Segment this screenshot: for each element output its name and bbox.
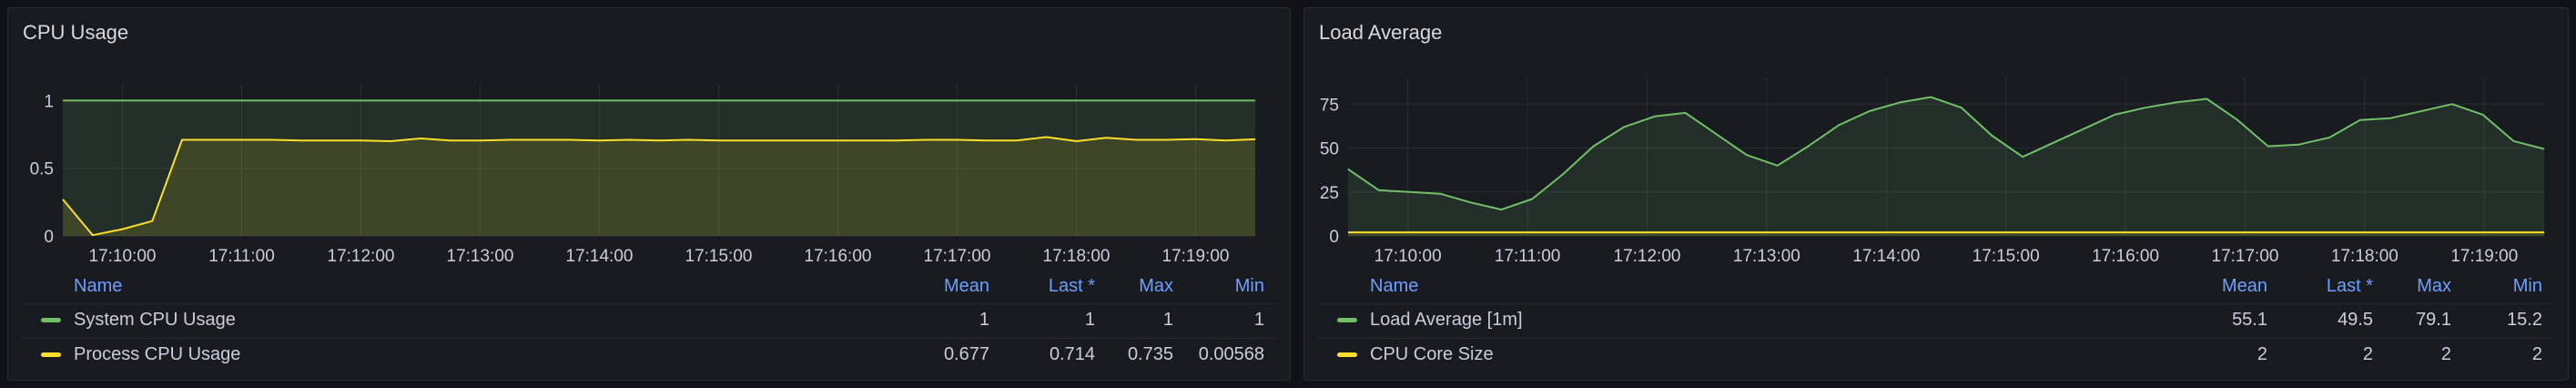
legend-col-max[interactable]: Max — [2417, 276, 2451, 296]
legend-col-last[interactable]: Last * — [1048, 276, 1095, 296]
legend-last-value: 1 — [1084, 310, 1095, 330]
legend-max-value: 1 — [1162, 310, 1173, 330]
series-area — [63, 137, 1255, 236]
legend-min-value: 0.00568 — [1198, 344, 1264, 364]
cpu-usage-panel: CPU Usage 17:10:00 17:11:00 17:12:00 17:13:… — [7, 7, 1291, 381]
legend-series-name: Process CPU Usage — [74, 344, 241, 364]
y-tick-label: 25 — [1320, 184, 1339, 203]
series-color-swatch — [1337, 352, 1357, 357]
x-tick-label: 17:11:00 — [1495, 247, 1561, 266]
legend-max-value: 2 — [2440, 344, 2451, 364]
legend-max-value: 79.1 — [2416, 310, 2451, 330]
legend-col-mean[interactable]: Mean — [943, 276, 989, 296]
y-tick-label: 0 — [1329, 228, 1339, 247]
x-tick-label: 17:19:00 — [2450, 247, 2518, 266]
y-tick-label: 0.5 — [30, 160, 54, 179]
legend-col-min[interactable]: Min — [1234, 276, 1264, 296]
x-tick-label: 17:17:00 — [2212, 247, 2279, 266]
legend-last-value: 2 — [2362, 344, 2373, 364]
series-area — [1348, 97, 2544, 236]
x-tick-label: 17:16:00 — [805, 247, 872, 266]
load-average-chart[interactable]: 17:10:00 17:11:00 17:12:00 17:13:00 17:14:00… — [1304, 8, 2570, 281]
legend-col-max[interactable]: Max — [1139, 276, 1173, 296]
legend-row-load-average[interactable]: Load Average [1m] 55.1 49.5 79.1 15.2 — [1317, 303, 2555, 335]
legend-min-value: 15.2 — [2507, 310, 2542, 330]
panel-title[interactable]: Load Average — [1319, 21, 1443, 44]
x-tick-label: 17:16:00 — [2092, 247, 2159, 266]
legend-max-value: 0.735 — [1127, 344, 1173, 364]
legend-mean-value: 1 — [979, 310, 989, 330]
x-tick-label: 17:19:00 — [1162, 247, 1230, 266]
legend-col-name[interactable]: Name — [74, 276, 123, 296]
x-tick-label: 17:18:00 — [2331, 247, 2399, 266]
legend-col-name[interactable]: Name — [1370, 276, 1419, 296]
legend-col-last[interactable]: Last * — [2326, 276, 2373, 296]
x-tick-label: 17:14:00 — [566, 247, 634, 266]
series-line[interactable] — [62, 136, 1256, 237]
y-tick-label: 1 — [44, 92, 54, 111]
legend-min-value: 2 — [2531, 344, 2542, 364]
series-area — [63, 100, 1255, 237]
legend-col-min[interactable]: Min — [2512, 276, 2542, 296]
x-tick-label: 17:12:00 — [328, 247, 395, 266]
y-tick-label: 50 — [1320, 140, 1339, 159]
legend-row-cpu-core-size[interactable]: CPU Core Size 2 2 2 2 — [1317, 338, 2555, 370]
series-color-swatch — [41, 318, 61, 322]
series-line[interactable] — [1347, 96, 2545, 211]
series-color-swatch — [41, 352, 61, 357]
x-tick-label: 17:13:00 — [1733, 247, 1800, 266]
x-tick-label: 17:12:00 — [1614, 247, 1681, 266]
y-tick-label: 75 — [1320, 96, 1339, 115]
legend-mean-value: 55.1 — [2232, 310, 2267, 330]
legend-series-name: Load Average [1m] — [1370, 310, 1523, 330]
legend-last-value: 49.5 — [2338, 310, 2373, 330]
y-tick-label: 0 — [44, 228, 54, 247]
legend-series-name: CPU Core Size — [1370, 344, 1494, 364]
legend-series-name: System CPU Usage — [74, 310, 236, 330]
x-tick-label: 17:10:00 — [89, 247, 157, 266]
legend-last-value: 0.714 — [1049, 344, 1095, 364]
cpu-usage-chart[interactable]: 17:10:00 17:11:00 17:12:00 17:13:00 17:14:00… — [8, 8, 1292, 281]
x-tick-label: 17:17:00 — [924, 247, 991, 266]
legend-header: Name Mean Last * Max Min — [1317, 271, 2555, 301]
series-color-swatch — [1337, 318, 1357, 322]
x-tick-label: 17:15:00 — [685, 247, 753, 266]
panel-title[interactable]: CPU Usage — [23, 21, 129, 44]
legend-row-system-cpu[interactable]: System CPU Usage 1 1 1 1 — [21, 303, 1277, 335]
legend-col-mean[interactable]: Mean — [2221, 276, 2267, 296]
x-tick-label: 17:14:00 — [1852, 247, 1920, 266]
legend-min-value: 1 — [1253, 310, 1264, 330]
legend-mean-value: 0.677 — [943, 344, 989, 364]
x-tick-label: 17:18:00 — [1043, 247, 1111, 266]
legend-mean-value: 2 — [2257, 344, 2267, 364]
x-tick-label: 17:11:00 — [208, 247, 275, 266]
legend-header: Name Mean Last * Max Min — [21, 271, 1277, 301]
x-tick-label: 17:10:00 — [1374, 247, 1442, 266]
x-tick-label: 17:13:00 — [447, 247, 514, 266]
load-average-panel: Load Average 17:10:00 17:11:00 17:12:00 17:… — [1303, 7, 2569, 381]
x-tick-label: 17:15:00 — [1973, 247, 2040, 266]
legend-row-process-cpu[interactable]: Process CPU Usage 0.677 0.714 0.735 0.00… — [21, 338, 1277, 370]
